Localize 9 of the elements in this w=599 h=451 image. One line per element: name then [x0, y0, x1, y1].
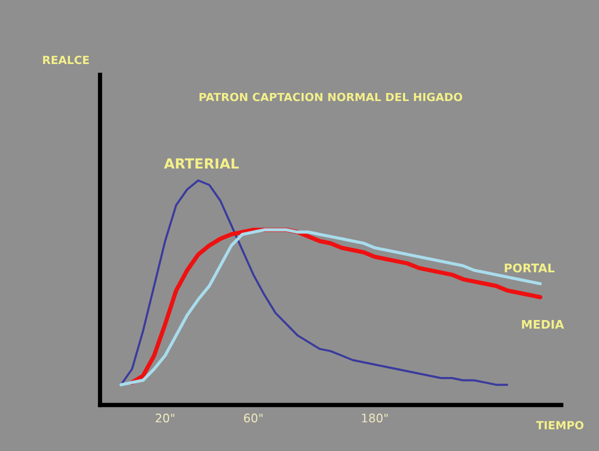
x-tick-label: 20"	[156, 414, 174, 422]
x-tick-label: 60"	[244, 414, 262, 422]
x-axis-title: TIEMPO	[536, 421, 584, 430]
text: MEDIA	[522, 320, 564, 329]
chart-title: PATRON CAPTACION NORMAL DEL HIGADO	[200, 92, 462, 102]
x-tick-label: 180"	[362, 414, 388, 422]
series-label: PORTAL	[504, 264, 554, 272]
text: REALCE	[43, 56, 89, 64]
series-label: ARTERIAL	[164, 158, 239, 169]
